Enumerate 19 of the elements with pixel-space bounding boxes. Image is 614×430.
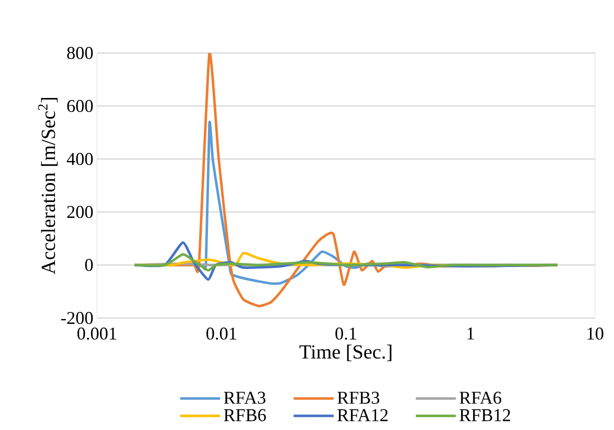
x-tick-label: 0.001 [77,328,116,340]
y-tick-label: 600 [67,100,93,112]
y-tick-label: 0 [85,258,93,272]
y-tick-label: -200 [61,312,93,324]
x-tick-label: 0.1 [335,328,356,340]
x-tick-label: 1 [468,328,474,340]
x-tick-label: 0.01 [206,328,236,340]
legend-label: RFA3 [224,392,266,404]
y-tick-label: 200 [67,206,93,218]
legend-label: RFB6 [224,409,266,422]
x-axis-title: Time [Sec.] [300,344,392,362]
legend-label: RFB3 [337,392,380,404]
y-tick-label: 800 [67,46,93,60]
legend-label: RFB12 [460,409,510,422]
legend-label: RFA6 [460,392,502,404]
y-tick-label: 400 [66,152,93,166]
y-axis-title: Acceleration [m/Sec$^{2}$] [38,98,58,274]
x-tick-label: 10 [588,328,604,340]
legend-label: RFA12 [337,409,388,422]
